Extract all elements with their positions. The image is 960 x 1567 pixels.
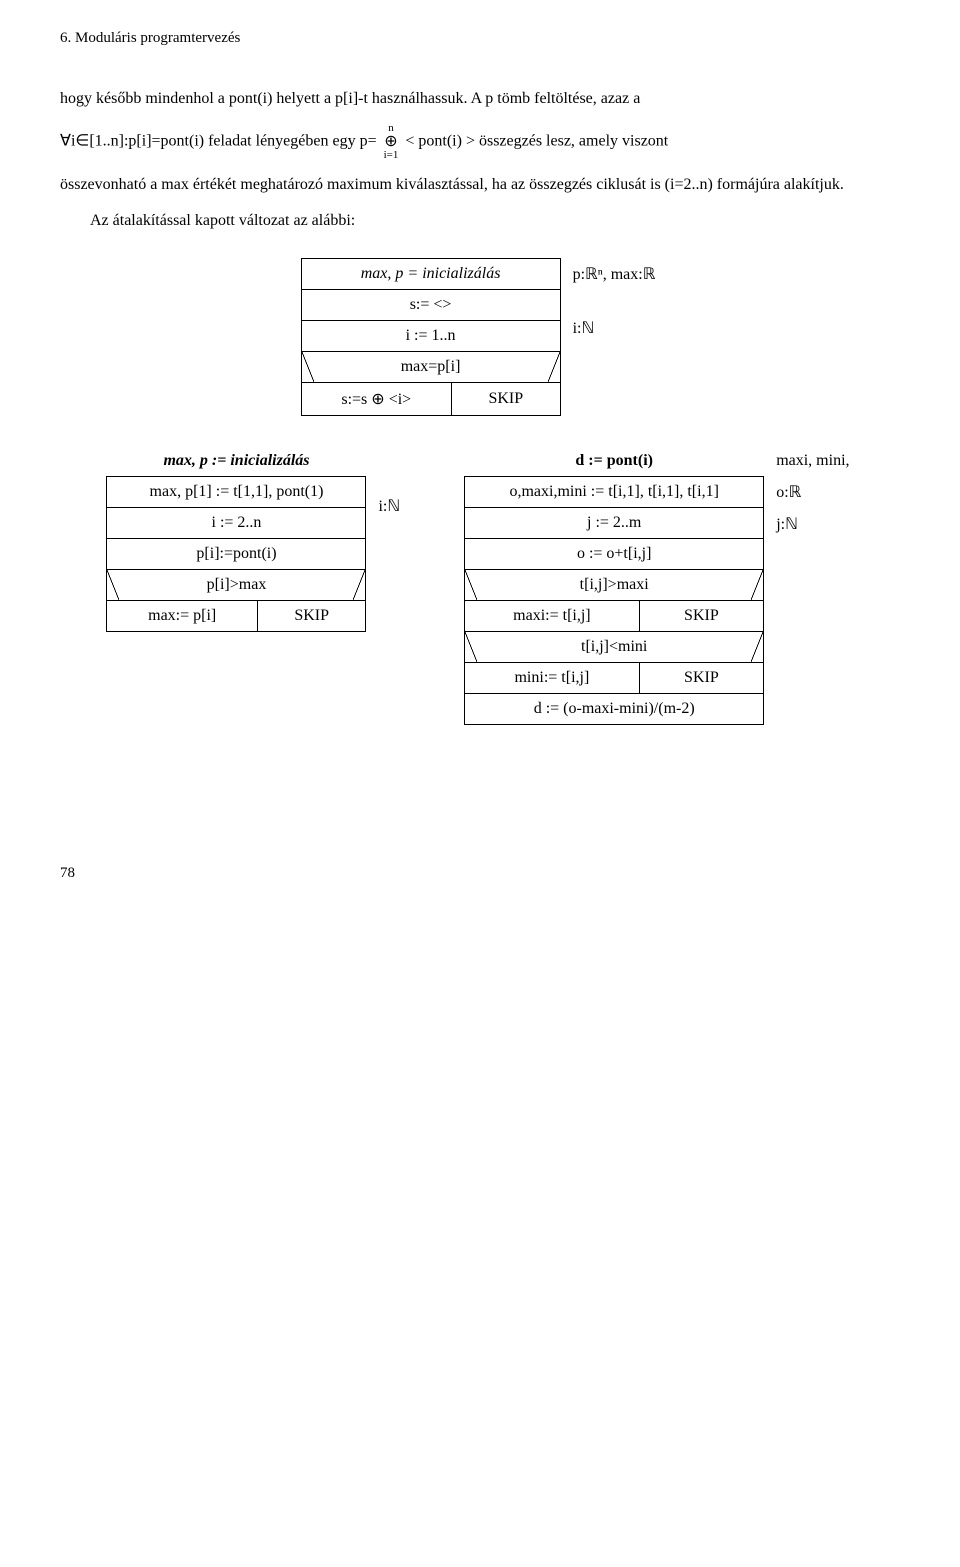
d3-row2: o,maxi,mini := t[i,1], t[i,1], t[i,1] bbox=[464, 476, 764, 508]
d3-row6b: SKIP bbox=[640, 601, 765, 632]
d1-row5b: SKIP bbox=[452, 383, 561, 416]
oplus-summation: n ⊕ i=1 bbox=[384, 123, 399, 161]
oplus-lower: i=1 bbox=[384, 150, 399, 161]
d3-row4: o := o+t[i,j] bbox=[464, 539, 764, 570]
d2-row6a: max:= p[i] bbox=[106, 601, 257, 632]
para2-part-a: ∀i∈[1..n]:p[i]=pont(i) feladat lényegébe… bbox=[60, 133, 377, 150]
d3-row3: j := 2..m bbox=[464, 508, 764, 539]
d2-row1: max, p := inicializálás bbox=[106, 446, 366, 476]
oplus-symbol: ⊕ bbox=[384, 134, 397, 150]
d1-row4: max=p[i] bbox=[301, 352, 561, 383]
d3-label1: maxi, mini, bbox=[772, 446, 853, 476]
d2-row4: p[i]:=pont(i) bbox=[106, 539, 366, 570]
d2-row5: p[i]>max bbox=[106, 570, 366, 601]
d2-spacer1 bbox=[374, 446, 404, 468]
d3-row5: t[i,j]>maxi bbox=[464, 570, 764, 601]
d1-label1: p:ℝⁿ, max:ℝ bbox=[569, 258, 660, 290]
paragraph-4: Az átalakítással kapott változat az aláb… bbox=[60, 209, 900, 233]
d3-row8b: SKIP bbox=[640, 663, 765, 694]
chapter-header: 6. Moduláris programtervezés bbox=[60, 30, 900, 47]
d2-row6b: SKIP bbox=[258, 601, 367, 632]
d3-label3: j:ℕ bbox=[772, 508, 853, 540]
d2-row2: max, p[1] := t[1,1], pont(1) bbox=[106, 476, 366, 508]
paragraph-2: ∀i∈[1..n]:p[i]=pont(i) feladat lényegébe… bbox=[60, 123, 900, 161]
d1-spacer1 bbox=[569, 290, 660, 312]
paragraph-3: összevonható a max értékét meghatározó m… bbox=[60, 173, 900, 197]
diagrams-2-3-row: max, p := inicializálás max, p[1] := t[1… bbox=[60, 446, 900, 725]
d2-row3: i := 2..n bbox=[106, 508, 366, 539]
d3-row9: d := (o-maxi-mini)/(m-2) bbox=[464, 694, 764, 725]
d3-label2: o:ℝ bbox=[772, 476, 853, 508]
d1-row5a: s:=s ⊕ <i> bbox=[301, 383, 452, 416]
para2-part-b: < pont(i) > összegzés lesz, amely viszon… bbox=[405, 133, 668, 150]
d1-label3: i:ℕ bbox=[569, 312, 660, 344]
d1-row3: i := 1..n bbox=[301, 321, 561, 352]
d3-row7: t[i,j]<mini bbox=[464, 632, 764, 663]
d2-spacer2 bbox=[374, 468, 404, 490]
d2-label3: i:ℕ bbox=[374, 490, 404, 522]
diagram-2: max, p := inicializálás max, p[1] := t[1… bbox=[106, 446, 404, 632]
d1-row1: max, p = inicializálás bbox=[301, 258, 561, 290]
diagram-3: d := pont(i) o,maxi,mini := t[i,1], t[i,… bbox=[464, 446, 853, 725]
diagram-1: max, p = inicializálás s:= <> i := 1..n … bbox=[60, 258, 900, 416]
d3-row1: d := pont(i) bbox=[464, 446, 764, 476]
page-number: 78 bbox=[60, 865, 900, 882]
d3-row6a: maxi:= t[i,j] bbox=[464, 601, 639, 632]
d1-row2: s:= <> bbox=[301, 290, 561, 321]
paragraph-1: hogy később mindenhol a pont(i) helyett … bbox=[60, 87, 900, 111]
d3-row8a: mini:= t[i,j] bbox=[464, 663, 639, 694]
